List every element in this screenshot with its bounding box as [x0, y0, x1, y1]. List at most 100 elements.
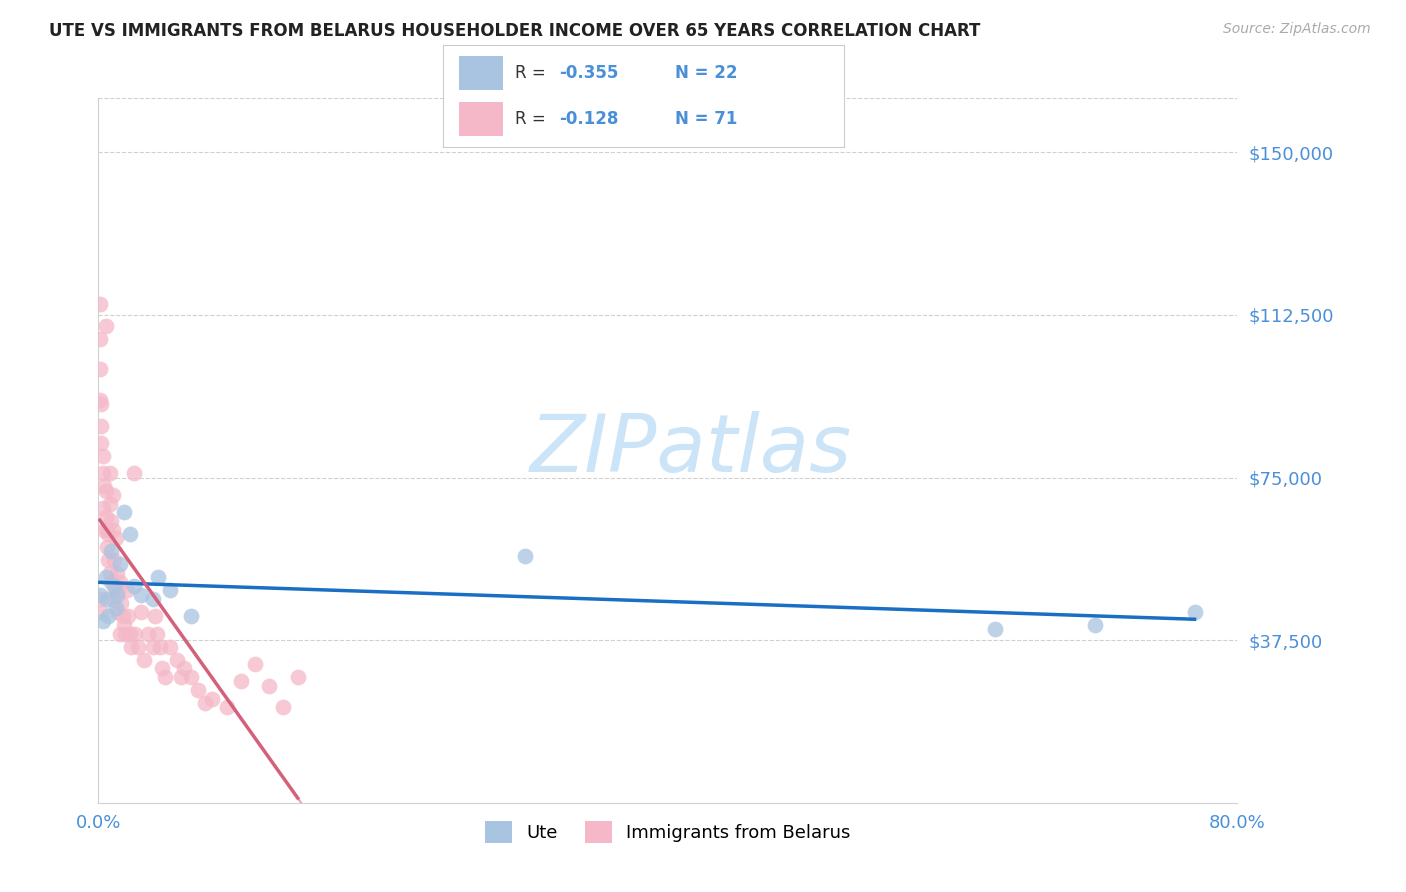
Point	[101, 488, 124, 502]
Point	[90, 435, 112, 450]
Point	[194, 696, 217, 710]
Point	[90, 397, 112, 411]
Point	[132, 653, 155, 667]
Text: -0.355: -0.355	[560, 64, 619, 82]
Point	[1184, 605, 1206, 619]
Point	[229, 674, 252, 689]
Point	[111, 609, 134, 624]
FancyBboxPatch shape	[458, 102, 503, 136]
Point	[124, 626, 146, 640]
Point	[148, 570, 170, 584]
Point	[104, 600, 127, 615]
Point	[108, 558, 131, 572]
Point	[98, 566, 121, 580]
Point	[96, 540, 118, 554]
Point	[91, 500, 114, 515]
Point	[145, 609, 167, 624]
Text: -0.128: -0.128	[560, 110, 619, 128]
Point	[129, 605, 152, 619]
Point	[118, 626, 141, 640]
Point	[91, 467, 114, 481]
Point	[101, 523, 124, 537]
Point	[108, 574, 131, 589]
Point	[104, 583, 127, 598]
Point	[93, 523, 115, 537]
Point	[127, 640, 149, 654]
Point	[94, 318, 117, 333]
Point	[122, 579, 145, 593]
Point	[117, 609, 139, 624]
Point	[155, 670, 177, 684]
Point	[94, 483, 117, 498]
Point	[96, 523, 118, 537]
Point	[287, 670, 309, 684]
Point	[98, 467, 121, 481]
Text: N = 71: N = 71	[675, 110, 738, 128]
Point	[108, 626, 131, 640]
Point	[984, 623, 1007, 637]
Legend: Ute, Immigrants from Belarus: Ute, Immigrants from Belarus	[478, 814, 858, 850]
Point	[170, 670, 193, 684]
Point	[97, 527, 120, 541]
Text: R =: R =	[515, 64, 551, 82]
Point	[136, 626, 159, 640]
Point	[90, 418, 112, 433]
Point	[93, 479, 115, 493]
Point	[159, 640, 181, 654]
Point	[273, 700, 295, 714]
Point	[180, 609, 202, 624]
Point	[89, 362, 111, 376]
Point	[515, 549, 537, 563]
Point	[243, 657, 266, 671]
Point	[98, 497, 121, 511]
Point	[149, 640, 172, 654]
Point	[100, 574, 122, 589]
Point	[120, 640, 142, 654]
Point	[107, 583, 129, 598]
Point	[103, 579, 125, 593]
Point	[101, 592, 124, 607]
Point	[180, 670, 202, 684]
Text: UTE VS IMMIGRANTS FROM BELARUS HOUSEHOLDER INCOME OVER 65 YEARS CORRELATION CHAR: UTE VS IMMIGRANTS FROM BELARUS HOUSEHOLD…	[49, 22, 980, 40]
Point	[89, 588, 111, 602]
Point	[104, 531, 127, 545]
Point	[173, 661, 195, 675]
Point	[118, 527, 141, 541]
Point	[89, 592, 111, 607]
Point	[89, 392, 111, 407]
Point	[122, 467, 145, 481]
Point	[96, 592, 118, 607]
Text: Source: ZipAtlas.com: Source: ZipAtlas.com	[1223, 22, 1371, 37]
Point	[105, 605, 128, 619]
Point	[141, 592, 163, 607]
Text: R =: R =	[515, 110, 551, 128]
Point	[100, 514, 122, 528]
Point	[103, 553, 125, 567]
Point	[112, 505, 135, 519]
Point	[115, 583, 138, 598]
Point	[97, 553, 120, 567]
Point	[259, 679, 281, 693]
Point	[94, 509, 117, 524]
Point	[110, 596, 132, 610]
Point	[141, 640, 163, 654]
Point	[166, 653, 188, 667]
Text: N = 22: N = 22	[675, 64, 738, 82]
Point	[129, 588, 152, 602]
FancyBboxPatch shape	[458, 56, 503, 90]
Point	[91, 449, 114, 463]
Point	[1084, 618, 1107, 632]
Point	[91, 614, 114, 628]
Point	[152, 661, 174, 675]
Text: ZIPatlas: ZIPatlas	[530, 411, 852, 490]
Point	[112, 618, 135, 632]
Point	[90, 605, 112, 619]
Point	[201, 691, 224, 706]
Point	[114, 626, 136, 640]
Point	[100, 544, 122, 558]
Point	[97, 609, 120, 624]
Point	[105, 566, 128, 580]
Point	[187, 683, 209, 698]
Point	[94, 570, 117, 584]
Point	[105, 588, 128, 602]
